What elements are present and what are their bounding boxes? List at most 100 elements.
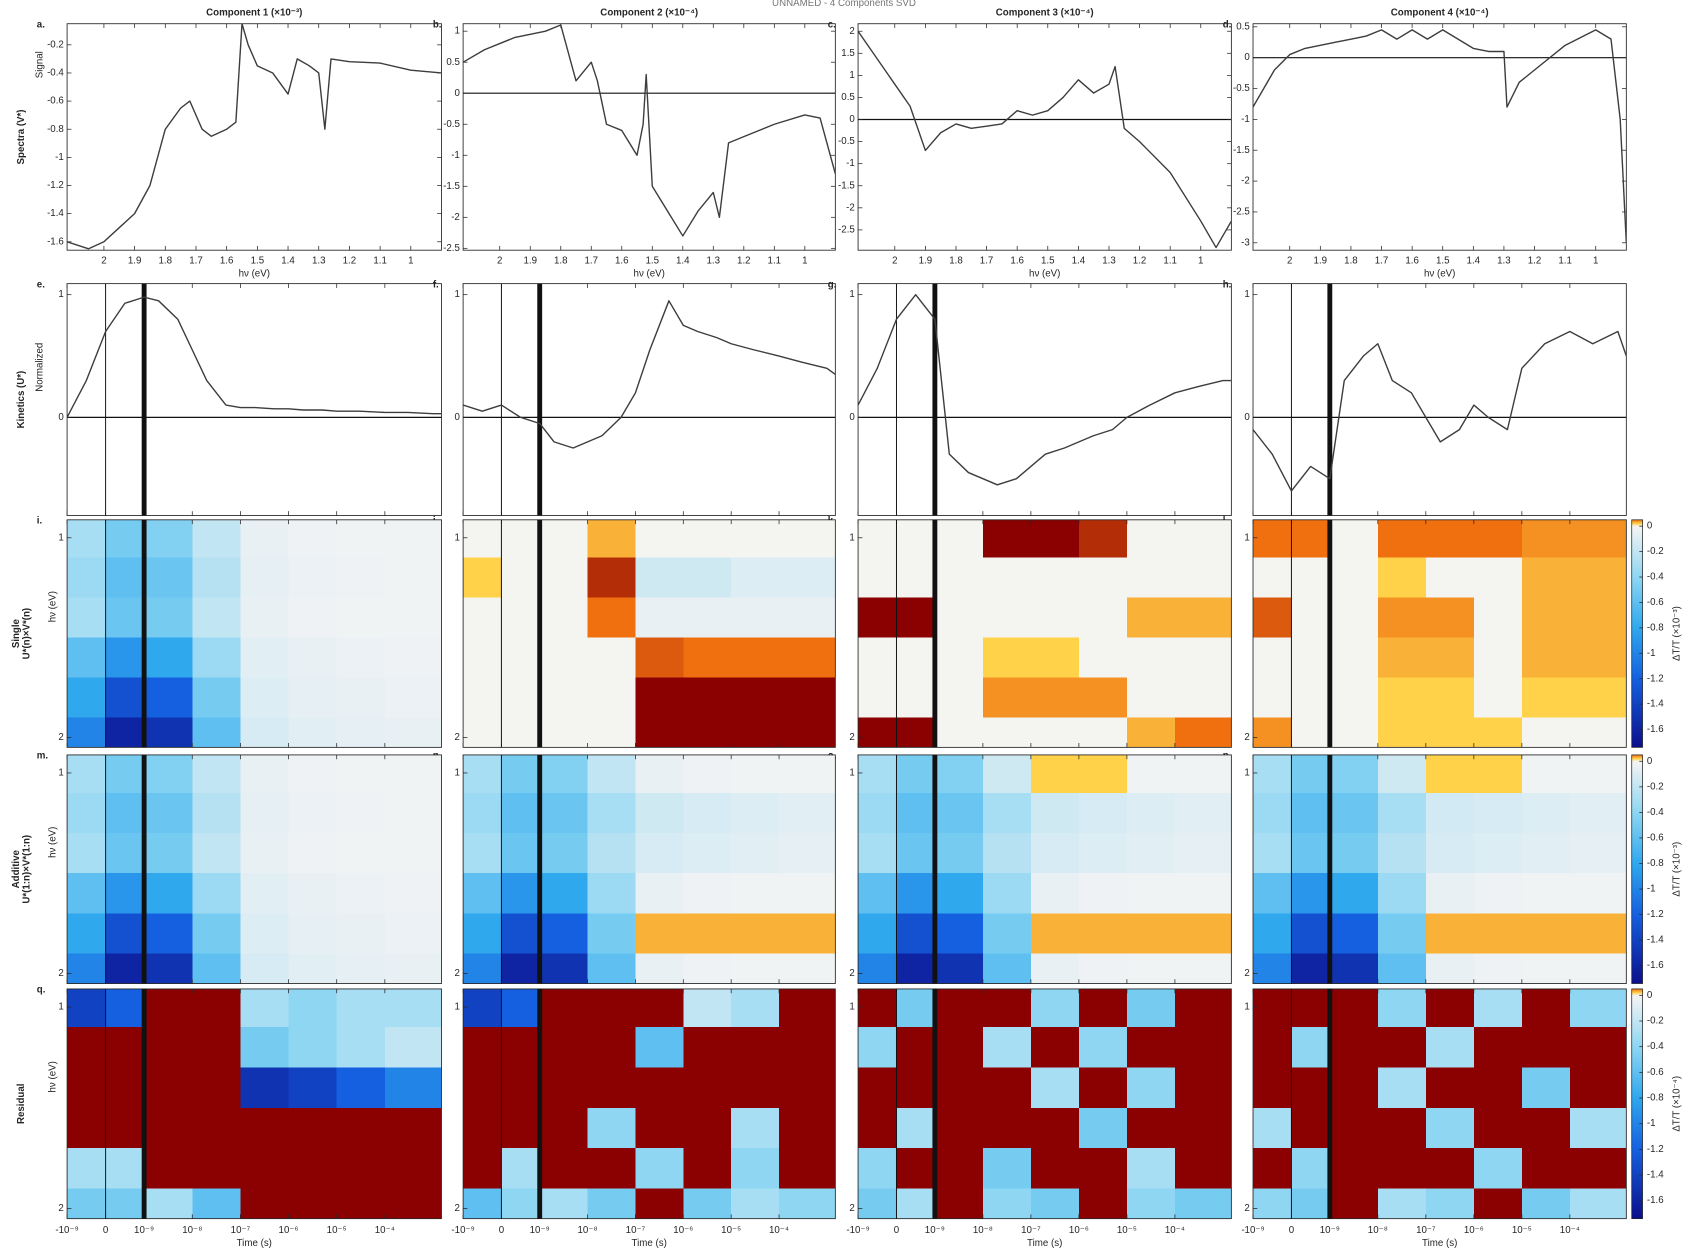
colorbar-tick-label: -0.8 [1647,1093,1664,1104]
heatmap-cell [635,717,684,748]
colorbar-tick-label: -0.6 [1647,833,1664,844]
heatmap-cell [463,597,502,639]
heatmap-cell [501,1188,541,1219]
heatmap-cell [288,913,338,955]
y-axis-label: hν (eV) [48,591,59,622]
heatmap-cell [1291,519,1331,559]
heatmap-cell [1030,833,1080,874]
colorbar-tick-label: -0.6 [1647,597,1664,608]
heatmap-cell [731,988,780,1028]
heatmap-cell [288,1107,338,1149]
heatmap-cell [934,1067,984,1109]
x-tick-label: 1.8 [159,256,173,267]
kinetics-line [67,296,442,418]
x-tick-label: 1.2 [1133,256,1147,267]
y-tick-label: 1 [454,26,459,37]
x-tick-label: 1 [1198,256,1203,267]
heatmap-cell [1569,717,1627,748]
heatmap-cell [1291,913,1331,955]
heatmap-cell [858,1067,898,1109]
heatmap-cell [1377,557,1427,599]
heatmap-cell [683,519,732,559]
colorbar-tick-label: -1.2 [1647,1144,1664,1155]
heatmap-cell [731,519,780,559]
heatmap-cell [501,677,541,718]
heatmap-cell [67,637,107,679]
heatmap-cell [336,519,386,559]
heatmap-cell [1569,637,1627,679]
heatmap-cell [1521,677,1571,718]
heatmap-cell [539,953,589,984]
heatmap-cell [336,913,386,955]
heatmap-cell [731,717,780,748]
heatmap-cell [1521,1188,1571,1219]
heatmap-cell [1078,519,1128,559]
heatmap-cell [896,1148,936,1189]
heatmap-cell [192,677,241,718]
x-tick-label: 1.7 [980,256,994,267]
heatmap-cell [384,597,442,639]
heatmap-cell [683,988,732,1028]
heatmap-cell [192,1188,241,1219]
heatmap-cell [1291,953,1331,984]
y-axis-label: hν (eV) [48,827,59,858]
heatmap-cell [240,1107,290,1149]
heatmap-cell [501,988,541,1028]
heatmap-cell [336,873,386,914]
heatmap-cell [463,953,502,984]
heatmap-cell [144,1188,193,1219]
colorbar [1631,519,1643,748]
heatmap-cell [1030,793,1080,834]
heatmap-cell [1291,988,1331,1028]
heatmap-cell [1291,637,1331,679]
heatmap-cell [1425,597,1475,639]
heatmap-cell [1473,1188,1523,1219]
colorbar-tick-label: -1.4 [1647,699,1664,710]
heatmap-cell [1473,873,1523,914]
colorbar-label: ΔT/T (×10⁻³) [1672,606,1683,661]
heatmap-cell [501,754,541,794]
heatmap-cell [934,793,984,834]
heatmap-cell [683,1107,732,1149]
heatmap-cell [1253,1067,1292,1109]
heatmap-cell [1078,557,1128,599]
heatmap-cell [384,1067,442,1109]
y-tick-label: 2 [58,732,63,743]
heatmap-cell [934,1148,984,1189]
y-tick-label: -0.5 [838,136,855,147]
heatmap-cell [288,1148,338,1189]
heatmap-cell [858,597,898,639]
heatmap-cell [1126,677,1176,718]
heatmap-cell [1473,637,1523,679]
heatmap-cell [1126,597,1176,639]
heatmap-cell [587,519,636,559]
panel-frame [66,23,442,251]
heatmap-cell [1569,519,1627,559]
heatmap-cell [731,637,780,679]
heatmap-cell [982,1107,1032,1149]
heatmap-cell [1291,557,1331,599]
x-tick-label: 10⁻⁵ [1512,1225,1532,1236]
panel-frame [66,988,442,1220]
heatmap-cell [501,1067,541,1109]
heatmap-cell [192,833,241,874]
heatmap-cell [982,1067,1032,1109]
x-tick-label: 1.2 [343,256,357,267]
heatmap-cell [288,677,338,718]
heatmap-cell [1329,637,1379,679]
heatmap-cell [192,717,241,748]
x-tick-label: 10⁻⁶ [1464,1225,1484,1236]
heatmap-cell [384,988,442,1028]
y-axis-label: Normalized [35,343,46,392]
y-tick-label: 2 [454,732,459,743]
y-tick-label: 2 [1244,968,1249,979]
heatmap-cell [1329,677,1379,718]
heatmap-cell [288,637,338,679]
y-tick-label: -2.5 [838,224,855,235]
heatmap-cell [1329,519,1379,559]
y-tick-label: 1 [849,768,854,779]
heatmap-cell [1174,1148,1232,1189]
colorbar-label: ΔT/T (×10⁻³) [1672,842,1683,897]
heatmap-cell [463,833,502,874]
